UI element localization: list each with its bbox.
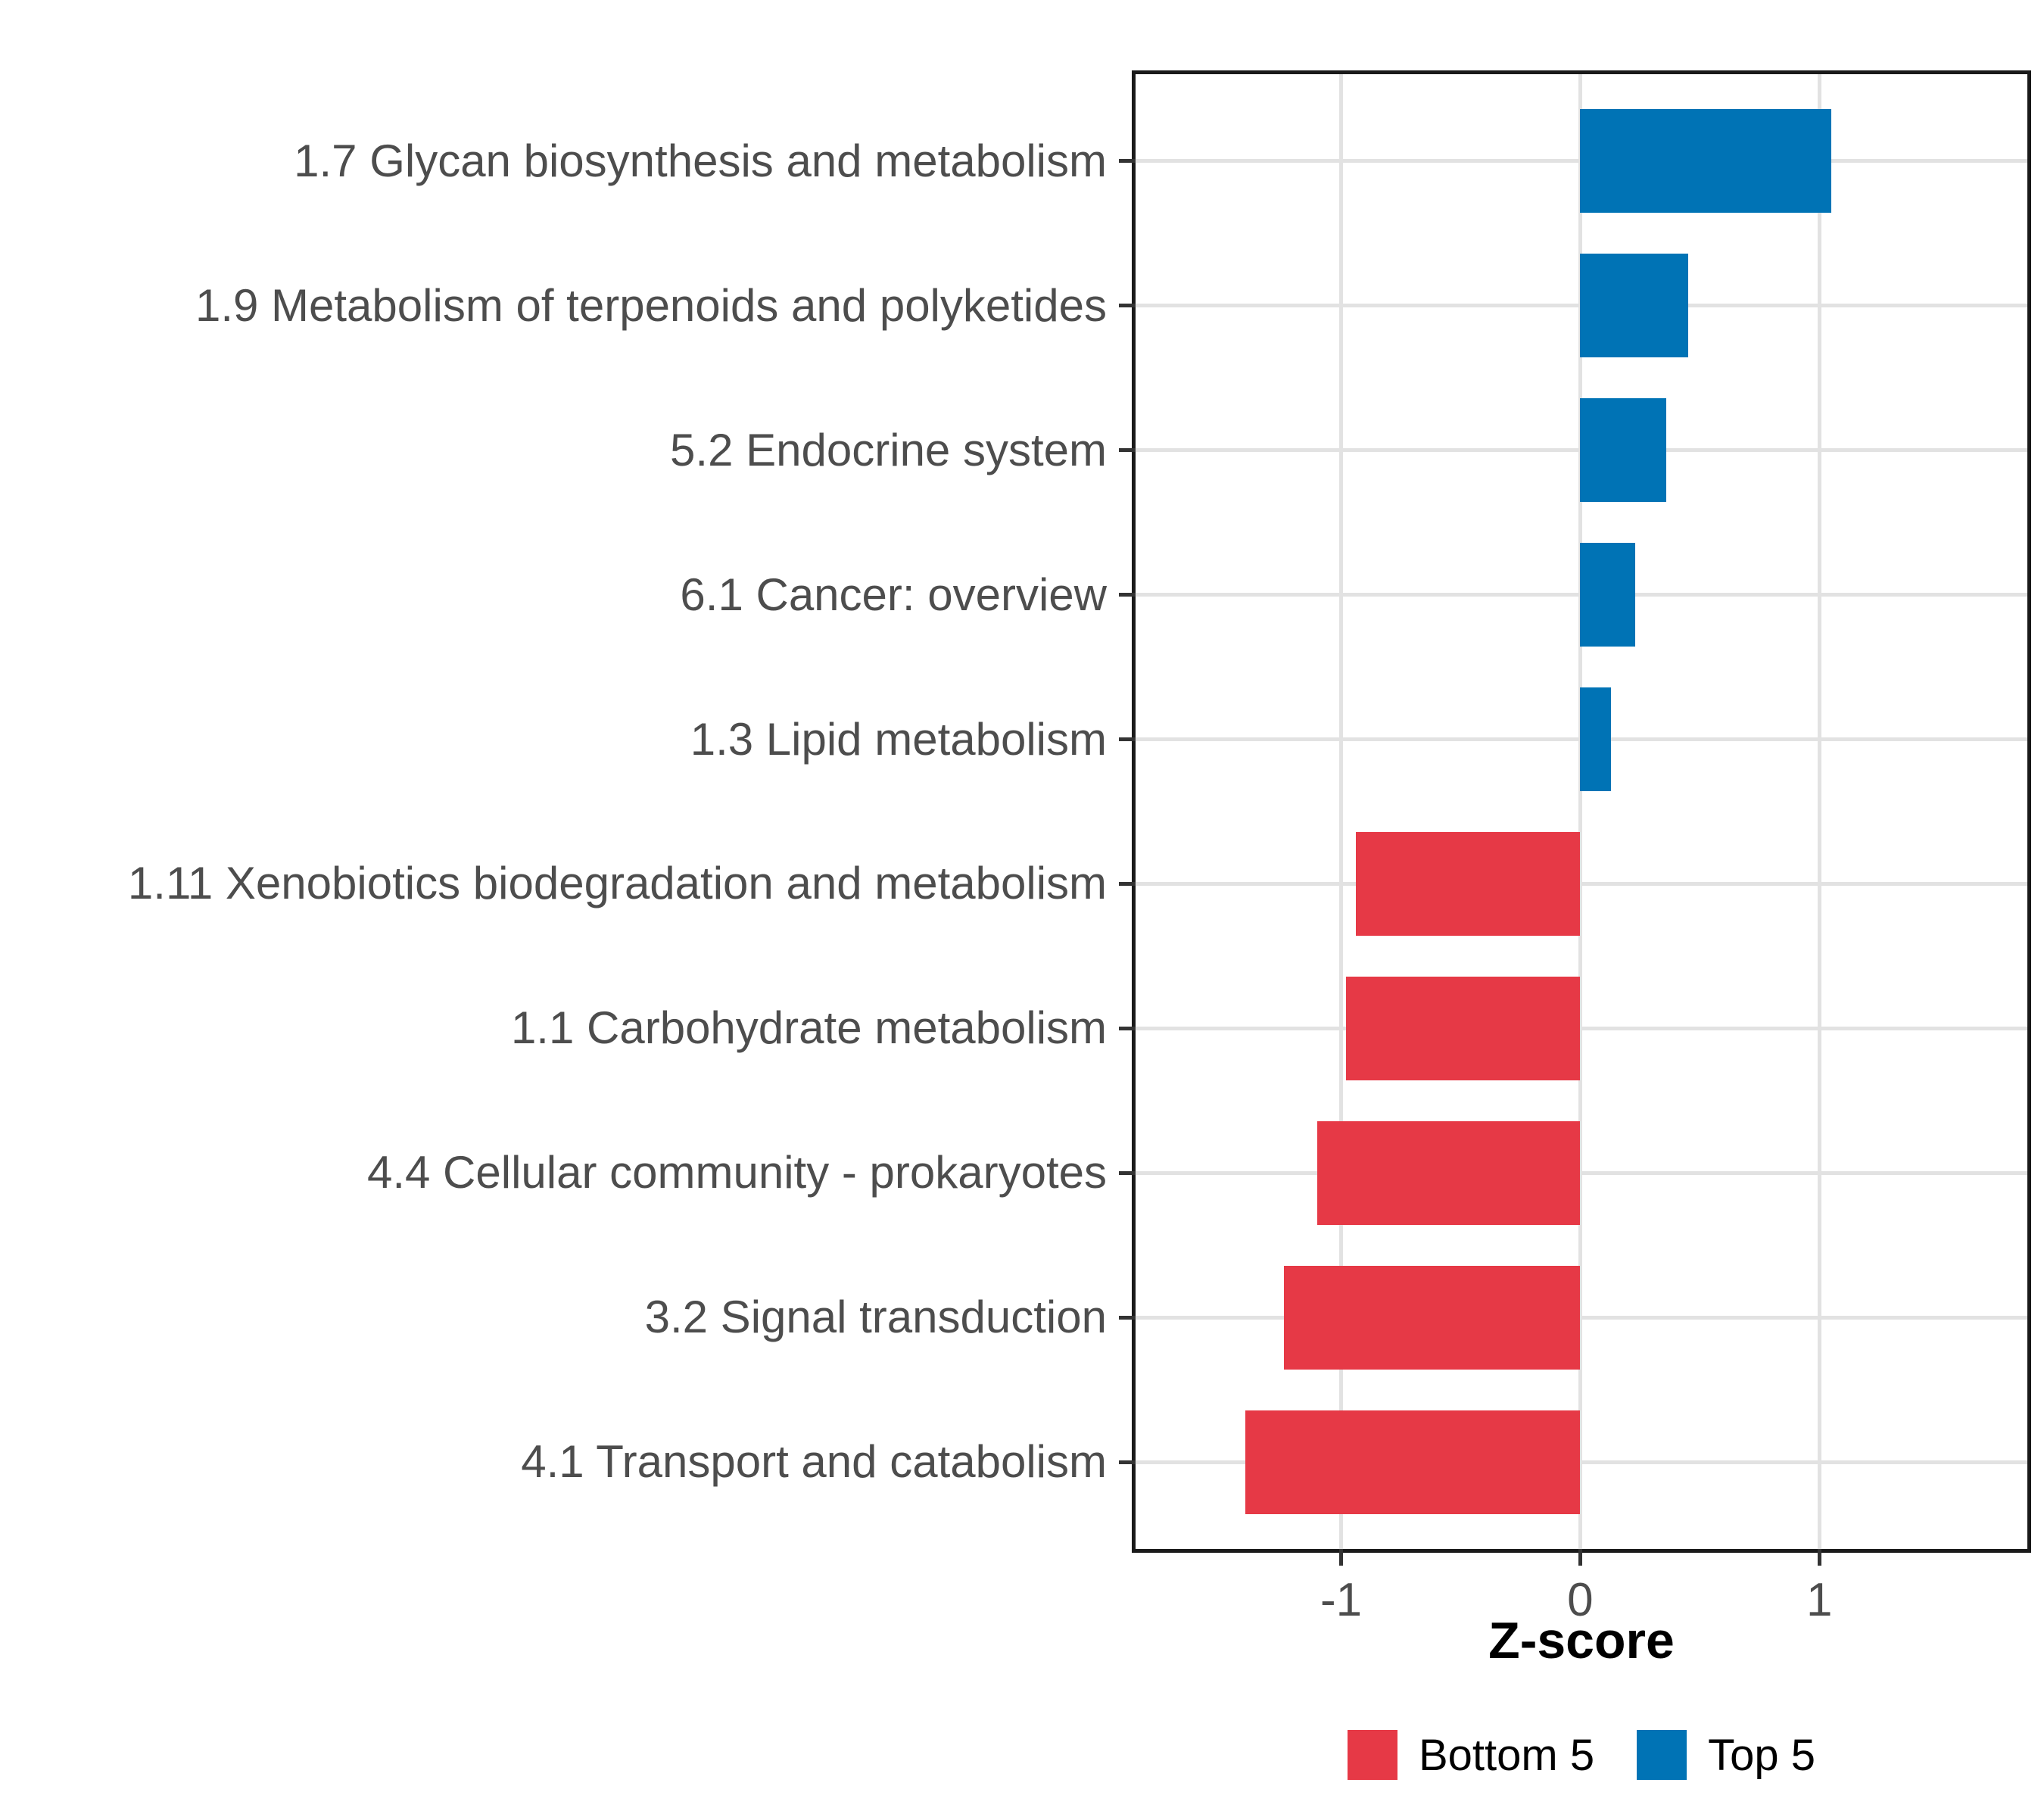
x-tick-label: -1 <box>1320 1574 1363 1626</box>
y-gridline <box>1136 1460 2027 1464</box>
bar <box>1245 1410 1581 1515</box>
category-label: 1.3 Lipid metabolism <box>690 713 1107 765</box>
bar <box>1580 397 1667 503</box>
legend-swatch <box>1347 1730 1397 1780</box>
category-label: 5.2 Endocrine system <box>670 424 1107 475</box>
category-label: 3.2 Signal transduction <box>644 1292 1107 1343</box>
x-gridline <box>1339 74 1344 1549</box>
bar <box>1345 976 1581 1081</box>
bar <box>1317 1120 1581 1226</box>
y-tick <box>1119 1460 1136 1464</box>
x-gridline <box>1817 74 1821 1549</box>
category-label: 4.4 Cellular community - prokaryotes <box>366 1147 1107 1198</box>
legend-label: Bottom 5 <box>1418 1730 1595 1780</box>
category-label: 4.1 Transport and catabolism <box>521 1436 1107 1488</box>
y-tick <box>1119 1315 1136 1320</box>
category-label: 1.9 Metabolism of terpenoids and polyket… <box>195 279 1107 331</box>
x-tick <box>1339 1549 1344 1566</box>
bar <box>1580 108 1831 213</box>
y-gridline <box>1136 1170 2027 1175</box>
legend-item: Top 5 <box>1637 1730 1815 1781</box>
legend-swatch <box>1637 1730 1687 1780</box>
bar <box>1580 687 1612 792</box>
legend: Bottom 5 Top 5 <box>1060 1726 2044 1784</box>
y-gridline <box>1136 881 2027 886</box>
category-label: 1.7 Glycan biosynthesis and metabolism <box>294 135 1107 186</box>
y-tick <box>1119 881 1136 886</box>
legend-label: Top 5 <box>1708 1730 1815 1780</box>
category-label: 1.1 Carbohydrate metabolism <box>510 1002 1107 1054</box>
category-label: 1.11 Xenobiotics biodegradation and meta… <box>127 858 1107 909</box>
y-tick <box>1119 737 1136 741</box>
legend-item: Bottom 5 <box>1347 1730 1595 1781</box>
x-axis-title: Z-score <box>1488 1612 1675 1669</box>
y-gridline <box>1136 1026 2027 1030</box>
x-tick-label: 0 <box>1567 1574 1594 1626</box>
bar <box>1580 253 1688 358</box>
x-tick <box>1817 1549 1821 1566</box>
bar <box>1355 831 1581 937</box>
category-label: 6.1 Cancer: overview <box>680 569 1107 620</box>
plot-panel <box>1132 70 2031 1553</box>
y-gridline <box>1136 1315 2027 1320</box>
y-tick <box>1119 1170 1136 1175</box>
x-gridline <box>1578 74 1582 1549</box>
y-tick <box>1119 448 1136 453</box>
x-tick-label: 1 <box>1806 1574 1833 1626</box>
y-tick <box>1119 159 1136 164</box>
y-tick <box>1119 304 1136 308</box>
bar <box>1580 542 1636 647</box>
y-tick <box>1119 1026 1136 1030</box>
bar <box>1283 1265 1581 1370</box>
y-tick <box>1119 593 1136 597</box>
x-tick <box>1578 1549 1582 1566</box>
